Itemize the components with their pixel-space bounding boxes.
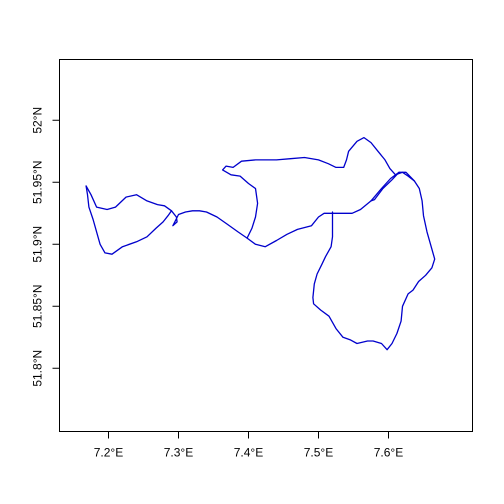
y-tick-label: 51.9°N [31, 226, 45, 263]
x-tick-label: 7.4°E [234, 446, 263, 460]
x-tick-label: 7.3°E [164, 446, 193, 460]
route-line-4 [370, 171, 400, 202]
x-tick-label: 7.2°E [94, 446, 123, 460]
plot-frame [59, 59, 473, 432]
route-lines [85, 136, 436, 351]
y-tick-label: 51.95°N [31, 161, 45, 205]
y-tick-label: 51.85°N [31, 285, 45, 329]
x-tick-label: 7.5°E [304, 446, 333, 460]
route-line-1 [85, 171, 436, 351]
route-line-2 [85, 185, 173, 255]
y-axis: 51.8°N 51.85°N 51.9°N 51.95°N 52°N [31, 107, 60, 387]
x-tick-label: 7.6°E [374, 446, 403, 460]
y-tick-label: 51.8°N [31, 350, 45, 387]
route-line-3 [221, 136, 416, 239]
x-axis: 7.2°E 7.3°E 7.4°E 7.5°E 7.6°E [94, 431, 403, 460]
y-tick-label: 52°N [31, 107, 45, 134]
